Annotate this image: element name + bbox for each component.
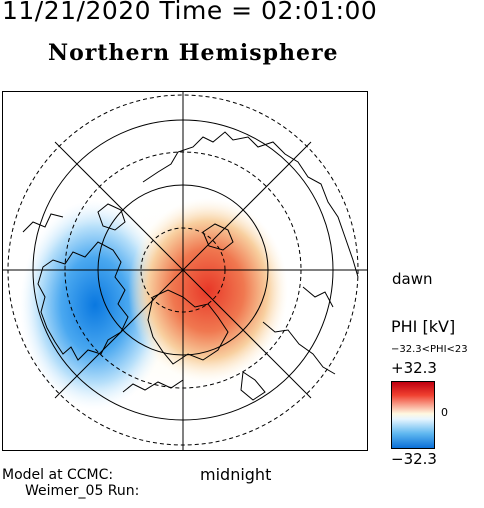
colorbar-min-label: −32.3: [391, 450, 437, 468]
polar-map: [3, 92, 367, 450]
colorbar: [391, 381, 435, 449]
dawn-label: dawn: [392, 270, 433, 288]
colorbar-variable-label: PHI [kV]: [391, 317, 456, 336]
positive-potential-cell: [128, 198, 288, 382]
midnight-label: midnight: [200, 465, 272, 484]
polar-map-panel: [2, 91, 368, 451]
colorbar-zero-label: 0: [441, 406, 448, 419]
model-label: Model at CCMC:: [2, 467, 114, 483]
coastlines: [22, 131, 359, 401]
meridians: [3, 92, 367, 450]
hemisphere-title: Northern Hemisphere: [48, 40, 339, 66]
colorbar-max-label: +32.3: [391, 359, 437, 377]
run-label: Weimer_05 Run:: [25, 483, 140, 499]
colorbar-range-text: −32.3<PHI<23: [391, 344, 468, 355]
date-time-title: 11/21/2020 Time = 02:01:00: [2, 0, 378, 25]
negative-potential-cell: [20, 200, 170, 410]
